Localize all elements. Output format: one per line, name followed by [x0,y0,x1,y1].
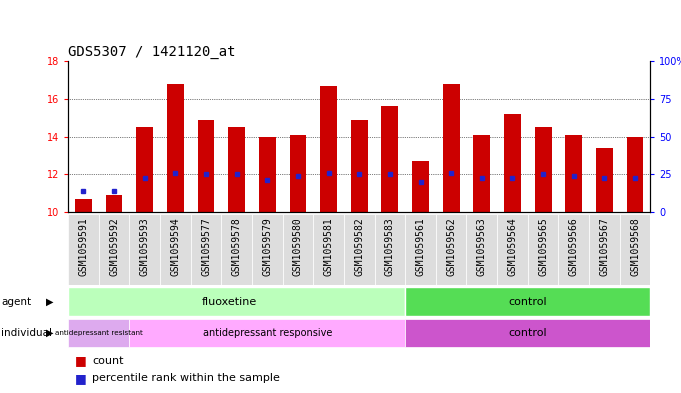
Bar [565,135,582,212]
FancyBboxPatch shape [99,214,129,285]
Text: GSM1059563: GSM1059563 [477,218,487,276]
FancyBboxPatch shape [405,319,650,347]
Bar [228,127,245,212]
Text: GSM1059577: GSM1059577 [201,218,211,276]
Bar [381,106,398,212]
FancyBboxPatch shape [405,214,436,285]
FancyBboxPatch shape [436,214,466,285]
FancyBboxPatch shape [160,214,191,285]
FancyBboxPatch shape [68,214,99,285]
Text: GSM1059564: GSM1059564 [507,218,518,276]
Text: GSM1059594: GSM1059594 [170,218,180,276]
Bar [136,127,153,212]
Text: percentile rank within the sample: percentile rank within the sample [92,373,280,383]
Text: count: count [92,356,123,366]
Text: agent: agent [1,297,31,307]
Bar [259,136,276,212]
Text: GSM1059567: GSM1059567 [599,218,609,276]
Bar [627,136,644,212]
Text: ▶: ▶ [46,297,54,307]
Text: antidepressant resistant: antidepressant resistant [54,330,143,336]
FancyBboxPatch shape [129,319,405,347]
Bar [289,135,306,212]
Text: fluoxetine: fluoxetine [202,297,257,307]
FancyBboxPatch shape [68,319,129,347]
Text: GSM1059583: GSM1059583 [385,218,395,276]
FancyBboxPatch shape [283,214,313,285]
FancyBboxPatch shape [344,214,375,285]
Text: GSM1059581: GSM1059581 [323,218,334,276]
Text: GSM1059565: GSM1059565 [538,218,548,276]
Bar [596,148,613,212]
FancyBboxPatch shape [313,214,344,285]
FancyBboxPatch shape [129,214,160,285]
Text: GSM1059579: GSM1059579 [262,218,272,276]
FancyBboxPatch shape [558,214,589,285]
FancyBboxPatch shape [497,214,528,285]
Text: GSM1059592: GSM1059592 [109,218,119,276]
Bar [412,161,429,212]
Text: GSM1059568: GSM1059568 [630,218,640,276]
Text: GSM1059561: GSM1059561 [415,218,426,276]
Text: GSM1059580: GSM1059580 [293,218,303,276]
FancyBboxPatch shape [589,214,620,285]
Text: control: control [509,328,547,338]
FancyBboxPatch shape [466,214,497,285]
Bar [75,199,92,212]
Bar [167,84,184,212]
Text: ■: ■ [75,371,86,385]
Text: GDS5307 / 1421120_at: GDS5307 / 1421120_at [68,44,236,59]
Bar [106,195,123,212]
Bar [535,127,552,212]
FancyBboxPatch shape [528,214,558,285]
Text: GSM1059591: GSM1059591 [78,218,89,276]
FancyBboxPatch shape [252,214,283,285]
Text: GSM1059578: GSM1059578 [232,218,242,276]
Text: GSM1059582: GSM1059582 [354,218,364,276]
Text: GSM1059566: GSM1059566 [569,218,579,276]
FancyBboxPatch shape [221,214,252,285]
Text: antidepressant responsive: antidepressant responsive [203,328,332,338]
Text: control: control [509,297,547,307]
FancyBboxPatch shape [68,287,405,316]
Bar [197,119,215,212]
Text: GSM1059562: GSM1059562 [446,218,456,276]
Bar [473,135,490,212]
FancyBboxPatch shape [620,214,650,285]
Bar [504,114,521,212]
Text: GSM1059593: GSM1059593 [140,218,150,276]
Text: ■: ■ [75,354,86,367]
FancyBboxPatch shape [405,287,650,316]
Bar [320,86,337,212]
FancyBboxPatch shape [375,214,405,285]
Bar [351,119,368,212]
Text: individual: individual [1,328,52,338]
Text: ▶: ▶ [46,328,54,338]
Bar [443,84,460,212]
FancyBboxPatch shape [191,214,221,285]
